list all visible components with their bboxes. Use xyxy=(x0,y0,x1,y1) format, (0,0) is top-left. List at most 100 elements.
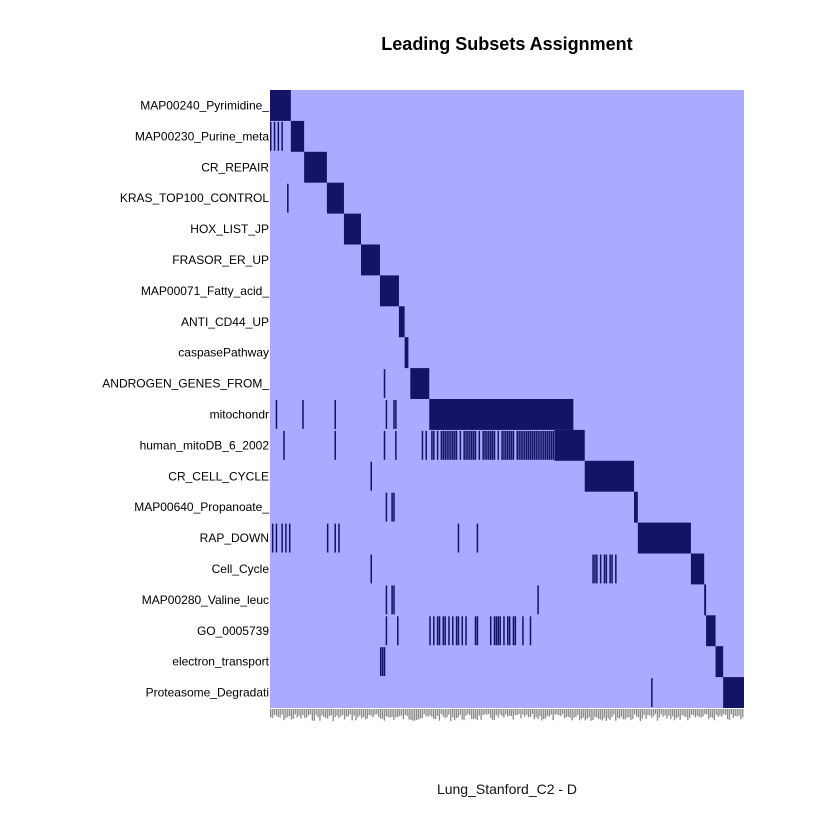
heatmap-cell xyxy=(497,430,500,460)
heatmap-cell xyxy=(486,430,488,460)
heatmap-cell xyxy=(488,430,490,460)
x-tick-label xyxy=(596,709,598,718)
x-tick-label xyxy=(730,709,733,715)
x-tick-label xyxy=(541,709,543,721)
x-tick-label xyxy=(616,709,619,718)
heatmap-cell xyxy=(385,400,388,429)
x-tick-label xyxy=(277,709,279,718)
heatmap-cell xyxy=(507,430,509,460)
heatmap-cell xyxy=(592,554,594,584)
heatmap-cell xyxy=(446,430,448,460)
x-tick-label xyxy=(505,709,507,715)
x-tick-label xyxy=(711,709,714,718)
heatmap-block xyxy=(290,120,305,152)
heatmap-block xyxy=(404,337,409,369)
x-tick-label xyxy=(444,709,446,719)
x-tick-label xyxy=(482,709,484,716)
x-tick-label xyxy=(520,709,522,719)
x-tick-label xyxy=(634,709,636,715)
heatmap-cell xyxy=(395,430,397,460)
heatmap-cell xyxy=(381,647,384,677)
x-tick-label xyxy=(279,709,281,718)
heatmap-cell xyxy=(285,523,287,553)
row-label: MAP00071_Fatty_acid_ xyxy=(141,284,269,298)
x-tick-label xyxy=(503,709,505,718)
x-tick-label xyxy=(690,709,693,715)
heatmap-block xyxy=(704,584,707,616)
x-tick-label xyxy=(679,709,681,720)
x-tick-label xyxy=(529,709,532,717)
heatmap-cell xyxy=(544,430,547,460)
x-tick-label xyxy=(296,709,298,718)
x-tick-label xyxy=(689,709,691,718)
x-tick-label xyxy=(309,709,312,715)
x-tick-label xyxy=(630,709,632,721)
x-tick-label xyxy=(671,709,674,717)
x-tick-label xyxy=(601,709,604,721)
heatmap-block xyxy=(326,182,344,214)
row-label: caspasePathway xyxy=(178,346,269,360)
x-tick-label xyxy=(457,709,460,718)
x-tick-label xyxy=(374,709,376,715)
heatmap-cell xyxy=(548,430,551,460)
heatmap-cell xyxy=(281,523,283,553)
heatmap-cell xyxy=(379,647,382,677)
x-tick-label xyxy=(668,709,670,716)
heatmap-cell xyxy=(444,430,446,460)
x-tick-label xyxy=(315,709,317,715)
x-tick-label xyxy=(364,709,367,720)
x-tick-label xyxy=(605,709,607,721)
x-tick-label xyxy=(558,709,560,716)
heatmap-cell xyxy=(436,430,439,460)
heatmap-block xyxy=(706,615,716,647)
x-tick-label xyxy=(476,709,478,721)
x-tick-label xyxy=(632,709,634,720)
heatmap-cell xyxy=(425,430,427,460)
x-tick-label xyxy=(512,709,515,720)
x-tick-label xyxy=(618,709,621,719)
x-tick-label xyxy=(571,709,573,721)
x-tick-label xyxy=(666,709,668,719)
x-tick-label xyxy=(372,709,374,718)
x-tick-label xyxy=(510,709,513,717)
x-tick-label xyxy=(649,709,651,716)
x-tick-label xyxy=(561,709,564,715)
x-tick-label xyxy=(552,709,554,721)
heatmap-cell xyxy=(442,430,445,460)
heatmap-cell xyxy=(501,430,503,460)
x-tick-label xyxy=(410,709,412,721)
x-tick-label xyxy=(651,709,653,718)
heatmap-cell xyxy=(334,523,336,553)
x-tick-label xyxy=(609,709,611,720)
heatmap-cell xyxy=(275,400,278,429)
heatmap-cell xyxy=(452,616,454,646)
x-tick-label xyxy=(425,709,427,717)
heatmap-block xyxy=(270,90,291,121)
row-label: CR_REPAIR xyxy=(201,160,269,174)
heatmap-cell xyxy=(472,430,475,460)
x-tick-label xyxy=(423,709,425,715)
x-tick-label xyxy=(334,709,336,718)
heatmap-cell xyxy=(541,430,543,460)
heatmap-cell xyxy=(393,400,395,429)
x-tick-label xyxy=(343,709,346,720)
x-tick-label xyxy=(580,709,583,719)
row-label: RAP_DOWN xyxy=(200,531,269,545)
x-tick-label xyxy=(415,709,418,721)
heatmap-cell xyxy=(385,492,388,522)
x-tick-label xyxy=(459,709,461,715)
heatmap-cell xyxy=(271,523,274,553)
x-tick-label xyxy=(704,709,706,715)
heatmap-cell xyxy=(603,554,606,584)
heatmap-cell xyxy=(493,430,496,460)
x-tick-label xyxy=(673,709,676,721)
x-tick-label xyxy=(355,709,357,721)
x-tick-label xyxy=(347,709,350,717)
x-tick-label xyxy=(304,709,306,718)
heatmap-cell xyxy=(421,430,424,460)
heatmap-cell xyxy=(281,121,283,151)
x-tick-label xyxy=(366,709,369,719)
x-tick-label xyxy=(522,709,524,715)
x-tick-label xyxy=(378,709,380,717)
x-tick-label xyxy=(599,709,602,720)
